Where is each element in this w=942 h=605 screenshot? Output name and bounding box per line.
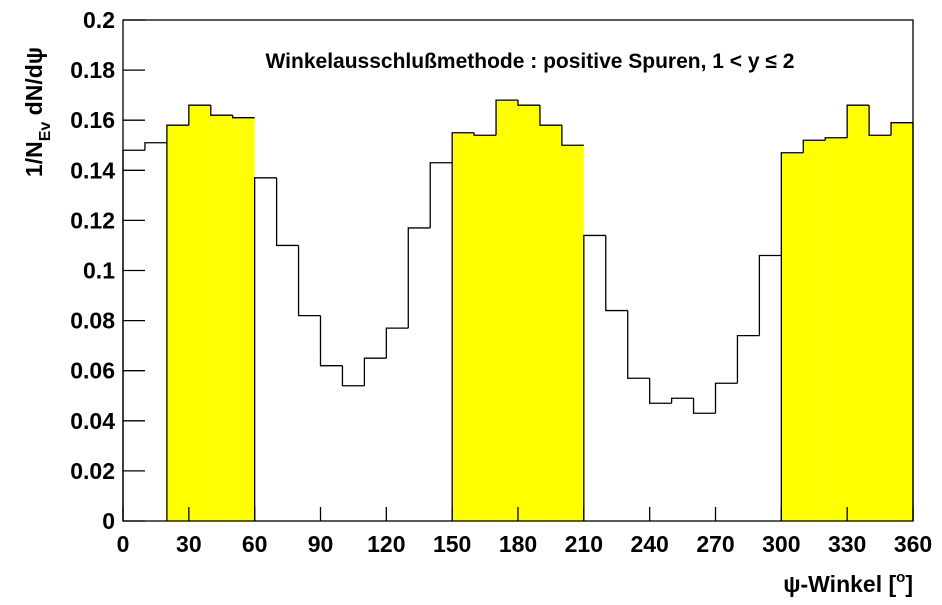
y-label-sub: Ev [37,122,54,142]
x-tick-label: 150 [433,531,471,557]
bar [342,386,364,521]
bar [430,163,452,521]
bar [123,150,145,521]
bar [847,105,870,522]
y-tick-label: 0.16 [70,107,115,133]
bar [628,378,650,521]
bar [145,143,167,521]
y-tick-label: 0.06 [70,358,115,384]
x-tick-label: 30 [176,531,202,557]
bar [803,140,826,522]
x-tick-label: 330 [828,531,866,557]
bar [364,358,386,521]
bar [299,316,321,521]
y-axis-label: 1/NEv dN/dψ [21,47,54,177]
y-label-main: 1/N [21,141,47,177]
bar [408,228,430,521]
x-tick-label: 300 [762,531,800,557]
bar [869,135,892,522]
y-tick-label: 0.18 [70,57,115,83]
bar [694,413,716,521]
x-tick-label: 240 [630,531,668,557]
y-tick-label: 0.08 [70,308,115,334]
x-tick-label: 90 [308,531,334,557]
bar [386,328,408,521]
x-tick-label: 120 [367,531,405,557]
x-tick-label: 210 [565,531,603,557]
chart-title: Winkelausschlußmethode : positive Spuren… [266,50,795,73]
x-tick-label: 0 [117,531,130,557]
x-label-sup: o [896,569,905,586]
bar [474,135,497,522]
bar [606,311,628,521]
bar [277,245,299,521]
y-tick-label: 0.12 [70,207,115,233]
bar [672,398,694,521]
bar [650,403,672,521]
bar [561,145,584,521]
y-tick-label: 0.1 [83,258,115,284]
bar [518,105,540,522]
y-tick-label: 0.14 [70,157,115,183]
bar [166,125,189,522]
x-label-main: ψ-Winkel [ [783,571,896,597]
bar [737,336,759,521]
bar [188,105,211,522]
bar [584,235,606,521]
x-tick-label: 270 [696,531,734,557]
bar [210,115,233,521]
x-tick-label: 60 [242,531,268,557]
bar [232,117,255,521]
x-label-rest: ] [905,571,913,597]
x-tick-label: 180 [499,531,537,557]
bar [891,122,913,521]
y-tick-label: 0.02 [70,458,115,484]
bar [825,137,848,522]
y-tick-label: 0 [102,508,115,534]
y-tick-label: 0.04 [70,408,115,434]
bar [496,100,518,521]
bar [781,152,804,521]
x-tick-label: 360 [894,531,932,557]
y-tick-label: 0.2 [83,7,115,33]
y-label-rest: dN/dψ [21,47,47,122]
bar [255,178,277,521]
bar [716,383,738,521]
bar [759,255,781,521]
bar [321,366,343,521]
bar [539,125,562,522]
x-axis-label: ψ-Winkel [o] [783,569,913,597]
bar [452,132,475,521]
